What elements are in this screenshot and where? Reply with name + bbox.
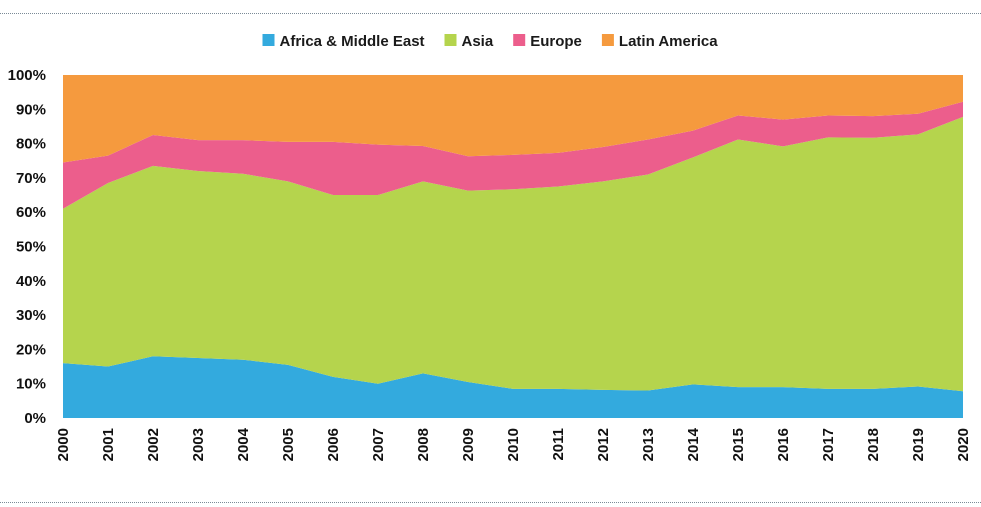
area-series-group (63, 75, 963, 418)
legend-swatch (444, 34, 457, 46)
y-tick-label: 60% (16, 204, 46, 221)
x-tick-label: 2008 (415, 428, 432, 461)
y-tick-label: 20% (16, 341, 46, 358)
x-tick-label: 2016 (775, 428, 792, 461)
legend-label: Europe (530, 33, 582, 50)
top-dotted-rule (0, 13, 981, 14)
legend-label: Africa & Middle East (280, 33, 425, 50)
x-tick-label: 2014 (685, 427, 702, 461)
y-axis: 0% 10% 20% 30% 40% 50% 60% 70% 80% 90% 100% (8, 67, 46, 427)
legend-label: Asia (462, 33, 494, 50)
area-europe (63, 101, 963, 209)
legend-swatch (262, 34, 275, 46)
y-tick-label: 100% (8, 67, 46, 84)
x-tick-label: 2013 (640, 428, 657, 461)
x-tick-label: 2012 (595, 428, 612, 461)
legend-item-latin-america: Latin America (601, 33, 718, 50)
x-tick-label: 2002 (145, 428, 162, 461)
x-tick-label: 2001 (100, 428, 117, 461)
y-tick-label: 90% (16, 101, 46, 118)
x-tick-label: 2015 (730, 428, 747, 461)
x-tick-label: 2019 (910, 428, 927, 461)
legend-swatch (513, 34, 526, 46)
x-tick-label: 2011 (550, 428, 567, 461)
x-tick-label: 2020 (955, 428, 972, 461)
legend-item-asia: Asia (444, 33, 494, 50)
bottom-dotted-rule (0, 502, 981, 503)
y-tick-label: 80% (16, 136, 46, 153)
x-tick-label: 2000 (55, 428, 72, 461)
area-africa-and-middle-east (63, 356, 963, 418)
legend-item-europe: Europe (513, 33, 582, 50)
y-tick-label: 30% (16, 307, 46, 324)
legend-item-africa-and-middle-east: Africa & Middle East (262, 33, 425, 50)
y-tick-label: 50% (16, 239, 46, 256)
legend-label: Latin America (619, 33, 718, 50)
x-tick-label: 2018 (865, 428, 882, 461)
x-tick-label: 2005 (280, 428, 297, 461)
x-tick-label: 2004 (235, 427, 252, 461)
area-asia (63, 116, 963, 392)
legend-swatch (601, 34, 614, 46)
x-tick-label: 2003 (190, 428, 207, 461)
x-tick-label: 2009 (460, 428, 477, 461)
y-tick-label: 70% (16, 170, 46, 187)
x-tick-label: 2007 (370, 428, 387, 461)
x-tick-label: 2006 (325, 428, 342, 461)
y-tick-label: 40% (16, 273, 46, 290)
y-tick-label: 10% (16, 376, 46, 393)
legend: Africa & Middle East Asia Europe Latin Amer… (262, 33, 718, 50)
area-latin-america (63, 75, 963, 163)
x-tick-label: 2010 (505, 428, 522, 461)
y-tick-label: 0% (24, 410, 46, 427)
x-axis: 2000 2001 2002 2003 2004 2005 2006 2007 2008 2009… (55, 427, 972, 461)
x-tick-label: 2017 (820, 428, 837, 461)
